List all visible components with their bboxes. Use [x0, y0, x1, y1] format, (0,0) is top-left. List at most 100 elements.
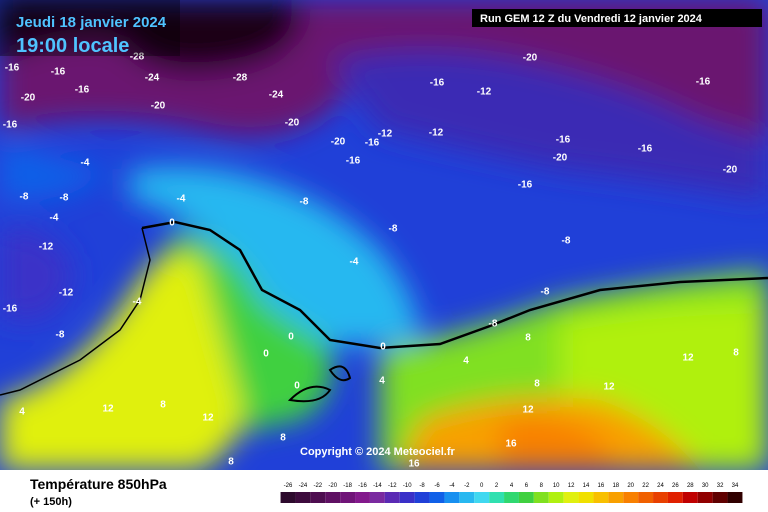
contour-label: 8 [160, 400, 166, 411]
legend-label: 8 [540, 483, 544, 489]
contour-label: 0 [263, 349, 269, 360]
footer [0, 470, 768, 512]
contour-label: -12 [39, 242, 54, 253]
legend-swatch [369, 492, 385, 503]
legend-swatch [280, 492, 296, 503]
legend-swatch [667, 492, 683, 503]
contour-label: -12 [477, 87, 492, 98]
contour-label: 8 [534, 379, 540, 390]
legend-swatch [608, 492, 624, 503]
legend-swatch [727, 492, 743, 503]
date: Jeudi 18 janvier 2024 [16, 14, 167, 31]
legend-swatch [444, 492, 460, 503]
contour-label: -16 [75, 85, 90, 96]
contour-label: -16 [3, 120, 18, 131]
legend-label: 6 [525, 483, 529, 489]
legend-swatch [578, 492, 594, 503]
contour-label: 4 [379, 376, 385, 387]
legend-label: 34 [732, 483, 739, 489]
contour-label: 8 [280, 433, 286, 444]
footer-subtitle: (+ 150h) [30, 496, 72, 508]
contour-label: -8 [389, 224, 398, 235]
contour-label: -4 [50, 213, 59, 224]
contour-label: -16 [5, 63, 20, 74]
contour-label: -8 [562, 236, 571, 247]
legend-swatch [325, 492, 341, 503]
contour-label: -16 [638, 144, 653, 155]
legend-label: -24 [299, 483, 308, 489]
legend-label: -8 [419, 483, 425, 489]
contour-label: -4 [177, 194, 186, 205]
contour-label: -16 [556, 135, 571, 146]
header-box [0, 0, 180, 56]
legend-label: 26 [672, 483, 679, 489]
legend-label: -14 [373, 483, 382, 489]
legend-swatch [533, 492, 549, 503]
legend-swatch [459, 492, 475, 503]
contour-label: 12 [682, 353, 694, 364]
legend-swatch [593, 492, 609, 503]
legend-label: -6 [434, 483, 440, 489]
contour-label: -16 [430, 78, 445, 89]
contour-label: 0 [380, 342, 386, 353]
legend-label: 14 [583, 483, 590, 489]
zero-isotherm [287, 365, 352, 403]
legend-label: -12 [388, 483, 397, 489]
legend-swatch [310, 492, 326, 503]
legend-swatch [504, 492, 519, 503]
legend-label: 18 [612, 483, 619, 489]
contour-label: -4 [81, 158, 90, 169]
footer-title: Température 850hPa [30, 476, 167, 492]
temperature-field: -28-28-24-24-20-20-16 -16-16-16 -20-20 -16-… [0, 0, 768, 470]
legend-swatch [682, 492, 698, 503]
legend-swatch [623, 492, 639, 503]
legend-label: -18 [343, 483, 352, 489]
legend-label: 0 [480, 483, 484, 489]
contour-label: -20 [285, 118, 300, 129]
legend-swatch [429, 492, 445, 503]
contour-label: -12 [59, 288, 74, 299]
contour-label: -4 [133, 297, 142, 308]
legend-label: 28 [687, 483, 694, 489]
contour-label: 12 [102, 404, 114, 415]
legend-swatch [548, 492, 564, 503]
contour-label: -20 [331, 137, 346, 148]
time: 19:00 locale [16, 35, 129, 57]
contour-labels: -28-28-24-24-20-20-16 -16-16-16 -20-20 -16-… [3, 52, 739, 470]
legend-swatch [384, 492, 400, 503]
contour-label: -28 [130, 52, 145, 63]
contour-label: 12 [202, 413, 214, 424]
legend-label: -4 [449, 483, 455, 489]
contour-label: 0 [288, 332, 294, 343]
legend-swatch [340, 492, 356, 503]
run: Run GEM 12 Z du Vendredi 12 janvier 2024 [480, 13, 703, 25]
contour-label: 0 [169, 218, 175, 229]
legend-swatch [563, 492, 579, 503]
legend-label: 24 [657, 483, 664, 489]
contour-label: 12 [522, 405, 534, 416]
contour-label: -12 [378, 129, 393, 140]
contour-label: -28 [233, 73, 248, 84]
copyright: Copyright © 2024 Meteociel.fr [300, 446, 456, 458]
contour-label: 4 [19, 407, 25, 418]
contour-label: -16 [346, 156, 361, 167]
legend-swatch [355, 492, 370, 503]
legend-swatch [697, 492, 713, 503]
legend-label: 4 [510, 483, 514, 489]
contour-label: -16 [365, 138, 380, 149]
contour-label: -20 [553, 153, 568, 164]
contour-label: -24 [145, 73, 160, 84]
legend-label: -16 [358, 483, 367, 489]
contour-line [0, 227, 151, 396]
legend-label: 2 [495, 483, 499, 489]
legend-swatch [518, 492, 534, 503]
contour-label: -20 [21, 93, 36, 104]
contour-label: -16 [518, 180, 533, 191]
contour-label: -20 [151, 101, 166, 112]
legend-swatch [414, 492, 430, 503]
contour-label: -20 [523, 53, 538, 64]
contour-label: -8 [489, 319, 498, 330]
contour-label: 8 [525, 333, 531, 344]
